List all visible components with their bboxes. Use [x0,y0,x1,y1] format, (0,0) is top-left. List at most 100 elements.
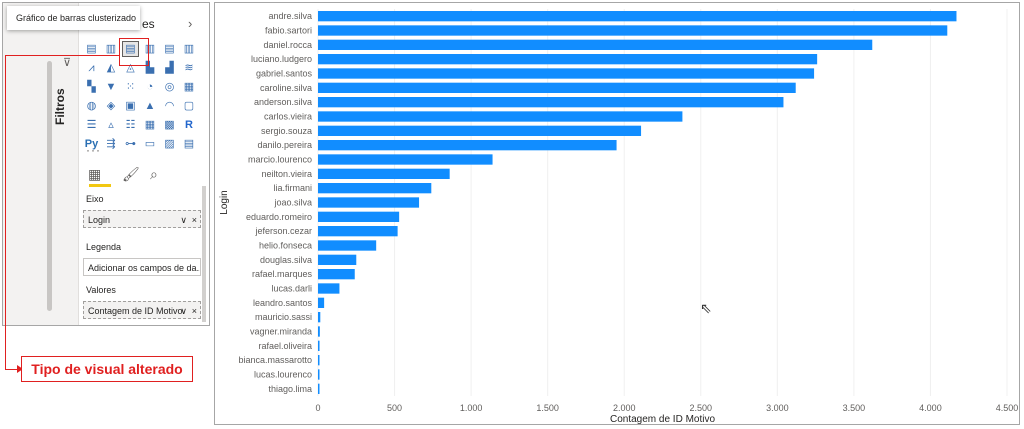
bar [318,254,357,265]
format-tab-icon[interactable]: 🖌 [122,166,140,182]
visualizations-header-text: es [142,17,155,31]
annotation-line [5,55,6,369]
more-visuals-button[interactable]: ··· [86,143,101,157]
clustered-bar-icon[interactable]: ▤ [122,41,139,57]
collapse-chevron-icon[interactable]: › [188,16,193,31]
bar [318,111,683,122]
bar [318,97,784,108]
y-tick-label: helio.fonseca [259,241,312,251]
100-stacked-column-icon[interactable]: ▥ [183,43,195,55]
fields-tab-icon[interactable]: ▦ [88,166,102,182]
y-axis-title: Login [219,190,230,214]
values-field-well[interactable]: Contagem de ID Motivo ∨ × [83,301,201,319]
x-tick-label: 3.500 [843,403,866,413]
decomposition-tree-icon[interactable]: ⊶ [125,138,136,150]
y-tick-label: joao.silva [273,198,312,208]
bar-chart: 0 500 1.000 1.500 2.000 2.500 3.000 3.500 4.000 4… [219,9,1018,424]
axis-field-well[interactable]: Login ∨ × [83,210,201,228]
values-field-value: Contagem de ID Motivo [88,306,183,316]
bar [318,54,818,65]
filters-label[interactable]: Filtros [53,88,67,125]
clustered-column-icon[interactable]: ▥ [144,43,156,55]
smart-narrative-icon[interactable]: ▨ [164,138,175,150]
remove-field-icon[interactable]: × [191,306,197,316]
x-tick-label: 4.000 [919,403,942,413]
table-icon[interactable]: ▦ [144,119,156,131]
x-tick-label: 500 [387,403,402,413]
y-tick-label: leandro.santos [253,298,313,308]
filters-scrollbar[interactable] [47,61,52,311]
bar [318,125,642,136]
gauge-icon[interactable]: ◠ [164,100,175,112]
y-tick-label: lucas.darli [271,284,312,294]
y-tick-label: neilton.vieira [261,169,312,179]
x-tick-label: 0 [315,403,320,413]
bar [318,82,796,93]
pie-icon[interactable]: ◔ [146,81,154,93]
stacked-bar-icon[interactable]: ▤ [86,43,97,55]
scatter-icon[interactable]: ⁙ [125,81,136,93]
y-tick-label: lucas.lourenco [254,370,312,380]
r-visual-icon[interactable]: R [185,119,193,131]
area-chart-icon[interactable]: ◭ [106,62,116,74]
bar [318,168,450,179]
fields-pane-scrollbar[interactable] [202,186,206,322]
y-tick-label: daniel.rocca [263,40,312,50]
100-stacked-bar-icon[interactable]: ▤ [164,43,175,55]
bar [318,283,340,294]
treemap-icon[interactable]: ▦ [183,81,195,93]
slicer-icon[interactable]: ☷ [125,119,136,131]
paginated-report-icon[interactable]: ▤ [183,138,195,150]
bar [318,39,873,50]
clustered-bar-chart-visual[interactable]: 0 500 1.000 1.500 2.000 2.500 3.000 3.500 4.000 4… [214,2,1020,425]
y-tick-label: andre.silva [268,11,312,21]
y-tick-label: rafael.oliveira [258,341,312,351]
y-tick-label: luciano.ludgero [251,54,312,64]
filled-map-icon[interactable]: ◈ [106,100,116,112]
y-tick-label: fabio.sartori [265,26,312,36]
y-tick-label: caroline.silva [260,83,312,93]
annotation-line [5,55,120,56]
y-tick-label: danilo.pereira [257,140,312,150]
analytics-tab-icon[interactable]: ⌕ [150,166,158,182]
values-well-label: Valores [86,285,116,295]
funnel-icon[interactable]: ▼ [105,81,117,93]
line-chart-icon[interactable]: ⩘ [88,62,95,74]
waterfall-icon[interactable]: ▚ [87,81,96,93]
filters-pane-collapsed[interactable]: ⊽ Filtros [3,3,79,325]
visual-type-grid: ▤ ▥ ▤ ▥ ▤ ▥ ⩘ ◭ ◬ ▙ ▟ ≋ ▚ ▼ ⁙ ◔ ◎ ▦ ◍ ◈ ▣ ▲ ◠ ▢ ☰ ▵ ☷ ▦ ▩ R Py ⇶ ⊶ ▭ ▨ ▤ [84,41,202,156]
qa-icon[interactable]: ▭ [144,138,156,150]
key-influencers-icon[interactable]: ⇶ [106,138,116,150]
filter-funnel-icon: ⊽ [63,57,72,69]
bar [318,226,398,237]
legend-field-well[interactable]: Adicionar os campos de da... [83,258,201,276]
line-stacked-column-icon[interactable]: ▟ [165,62,174,74]
bar [318,197,420,208]
stacked-area-icon[interactable]: ◬ [126,62,135,74]
python-visual-icon[interactable]: Py [84,138,99,150]
shape-map-icon[interactable]: ▣ [125,100,136,112]
donut-icon[interactable]: ◎ [164,81,175,93]
annotation-label: Tipo de visual alterado [21,356,193,382]
y-tick-label: thiago.lima [268,384,312,394]
y-tick-label: marcio.lourenco [248,155,312,165]
y-tick-label: eduardo.romeiro [246,212,312,222]
azure-map-icon[interactable]: ▲ [144,100,156,112]
annotation-line [5,369,19,370]
map-icon[interactable]: ◍ [86,100,97,112]
stacked-column-icon[interactable]: ▥ [105,43,117,55]
chevron-down-icon[interactable]: ∨ [180,215,187,225]
chevron-down-icon[interactable]: ∨ [180,306,187,316]
kpi-icon[interactable]: ▵ [108,119,114,131]
y-tick-label: sergio.souza [261,126,312,136]
bar [318,240,377,251]
remove-field-icon[interactable]: × [191,215,197,225]
bar [318,326,320,337]
matrix-icon[interactable]: ▩ [164,119,175,131]
bar [318,25,948,36]
line-column-icon[interactable]: ▙ [145,62,155,74]
multirow-card-icon[interactable]: ☰ [86,119,97,131]
card-icon[interactable]: ▢ [183,100,195,112]
x-tick-label: 3.000 [766,403,789,413]
ribbon-chart-icon[interactable]: ≋ [184,62,194,74]
